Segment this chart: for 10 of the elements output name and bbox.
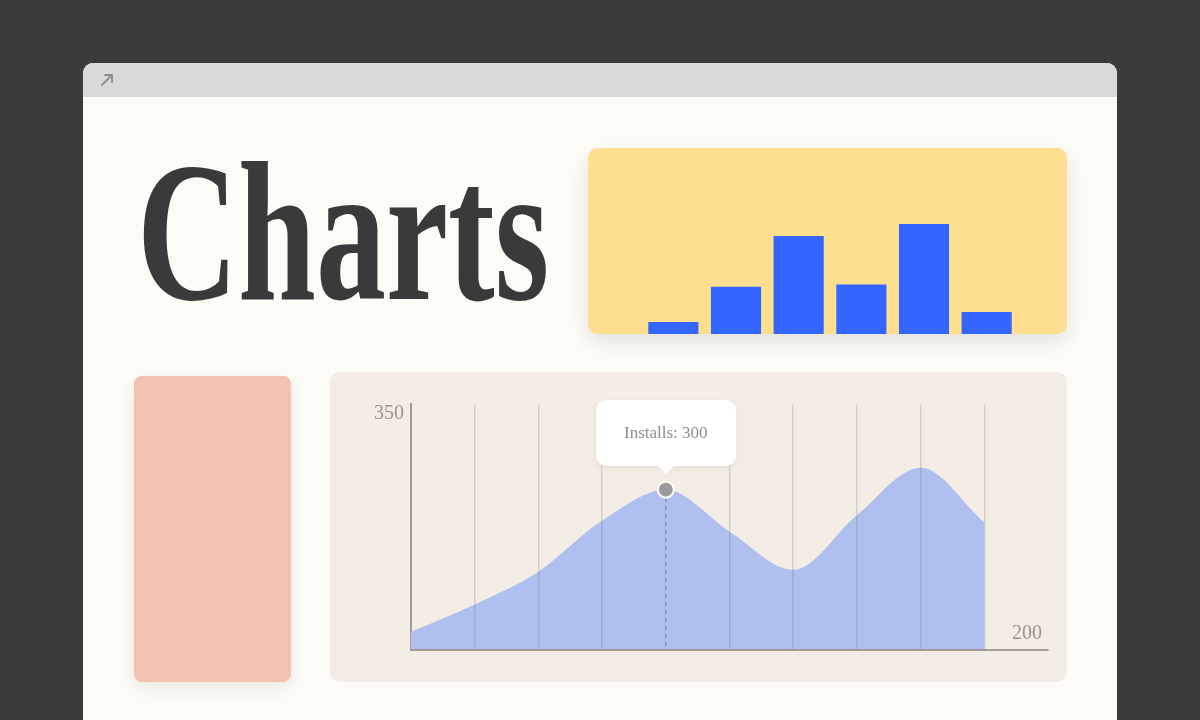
bar bbox=[773, 236, 824, 334]
bar bbox=[961, 312, 1012, 334]
text: 350 bbox=[374, 401, 404, 424]
bar bbox=[710, 286, 762, 334]
bar bbox=[648, 321, 699, 334]
bar bbox=[898, 224, 950, 334]
annotation: 200 bbox=[1012, 621, 1042, 644]
callout: Installs: 300 bbox=[596, 399, 736, 474]
bar bbox=[836, 284, 887, 334]
text: Charts bbox=[137, 121, 550, 342]
